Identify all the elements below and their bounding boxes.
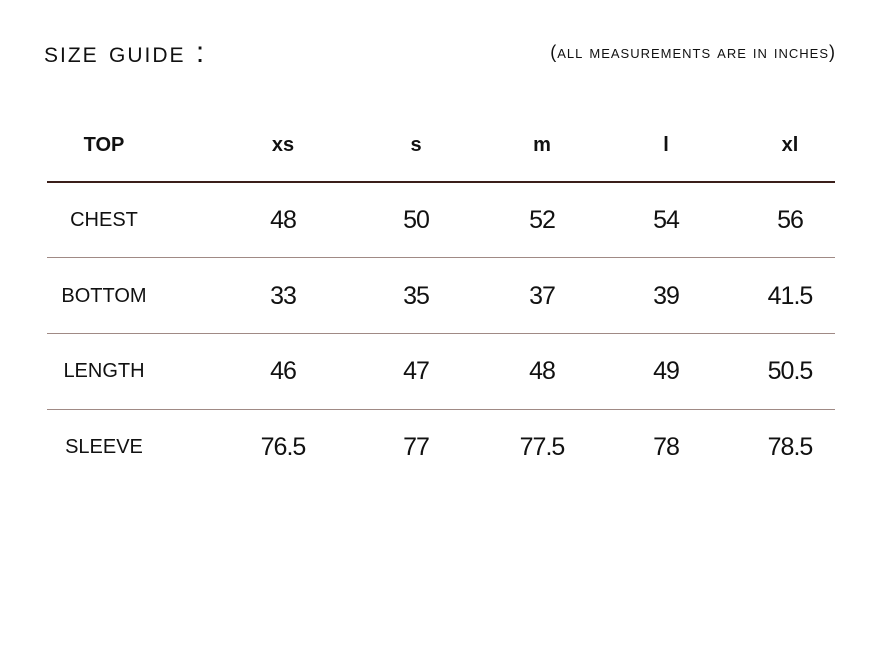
table-row: LENGTH 46 47 48 49 50.5 [47, 351, 835, 391]
measurement-value: 56 [777, 206, 804, 234]
header-m: m [533, 134, 551, 156]
row-divider [47, 333, 835, 334]
header-top: TOP [83, 134, 125, 156]
measurement-value: 39 [653, 282, 680, 310]
measurement-value: 76.5 [260, 433, 307, 461]
measurement-value: 78.5 [767, 433, 814, 461]
row-label: LENGTH [63, 360, 145, 382]
measurement-value: 50.5 [767, 357, 814, 385]
units-note: (ALL MEASUREMENTS ARE IN INCHES) [550, 42, 836, 62]
measurement-value: 48 [529, 357, 556, 385]
measurement-value: 35 [403, 282, 430, 310]
measurement-value: 37 [529, 282, 556, 310]
table-header: TOP xs s m l xl [47, 125, 835, 165]
measurement-value: 41.5 [767, 282, 814, 310]
header-l: l [663, 134, 669, 156]
row-label: BOTTOM [61, 285, 147, 307]
table-row: SLEEVE 76.5 77 77.5 78 78.5 [47, 427, 835, 467]
measurement-value: 77.5 [519, 433, 566, 461]
measurement-value: 48 [270, 206, 297, 234]
measurement-value: 77 [403, 433, 430, 461]
measurement-value: 49 [653, 357, 680, 385]
measurement-value: 33 [270, 282, 297, 310]
table-row: BOTTOM 33 35 37 39 41.5 [47, 276, 835, 316]
measurement-value: 47 [403, 357, 430, 385]
measurement-value: 78 [653, 433, 680, 461]
header-xl: xl [781, 134, 799, 156]
measurement-value: 54 [653, 206, 680, 234]
table-row: CHEST 48 50 52 54 56 [47, 200, 835, 240]
header-divider [47, 181, 835, 183]
measurement-value: 46 [270, 357, 297, 385]
row-divider [47, 257, 835, 258]
header-xs: xs [271, 134, 295, 156]
page-title: SIZE GUIDE : [44, 36, 207, 69]
measurement-value: 52 [529, 206, 556, 234]
row-label: SLEEVE [65, 436, 143, 458]
row-divider [47, 409, 835, 410]
measurement-value: 50 [403, 206, 430, 234]
header-s: s [410, 134, 422, 156]
row-label: CHEST [70, 209, 138, 231]
